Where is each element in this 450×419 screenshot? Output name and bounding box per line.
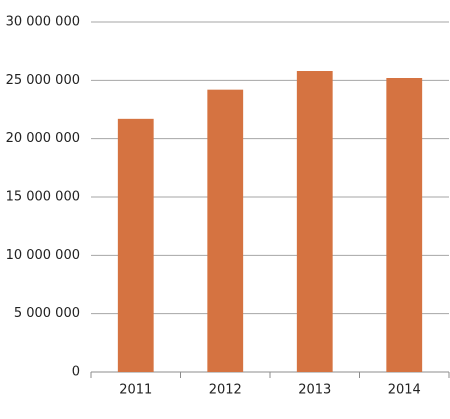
y-tick-label: 0: [72, 365, 80, 380]
y-tick-label: 30 000 000: [6, 15, 80, 30]
y-tick-label: 5 000 000: [14, 306, 80, 321]
bar: [207, 89, 244, 373]
x-tick-label: 2013: [298, 383, 331, 398]
y-tick-label: 10 000 000: [6, 248, 80, 263]
y-tick-label: 20 000 000: [6, 131, 80, 146]
bar: [296, 71, 333, 372]
x-tick-label: 2012: [209, 383, 242, 398]
bar: [386, 78, 423, 372]
x-tick-label: 2014: [388, 383, 421, 398]
y-tick-label: 25 000 000: [6, 73, 80, 88]
x-tick-label: 2011: [119, 383, 152, 398]
y-tick-label: 15 000 000: [6, 190, 80, 205]
bar: [117, 118, 154, 372]
